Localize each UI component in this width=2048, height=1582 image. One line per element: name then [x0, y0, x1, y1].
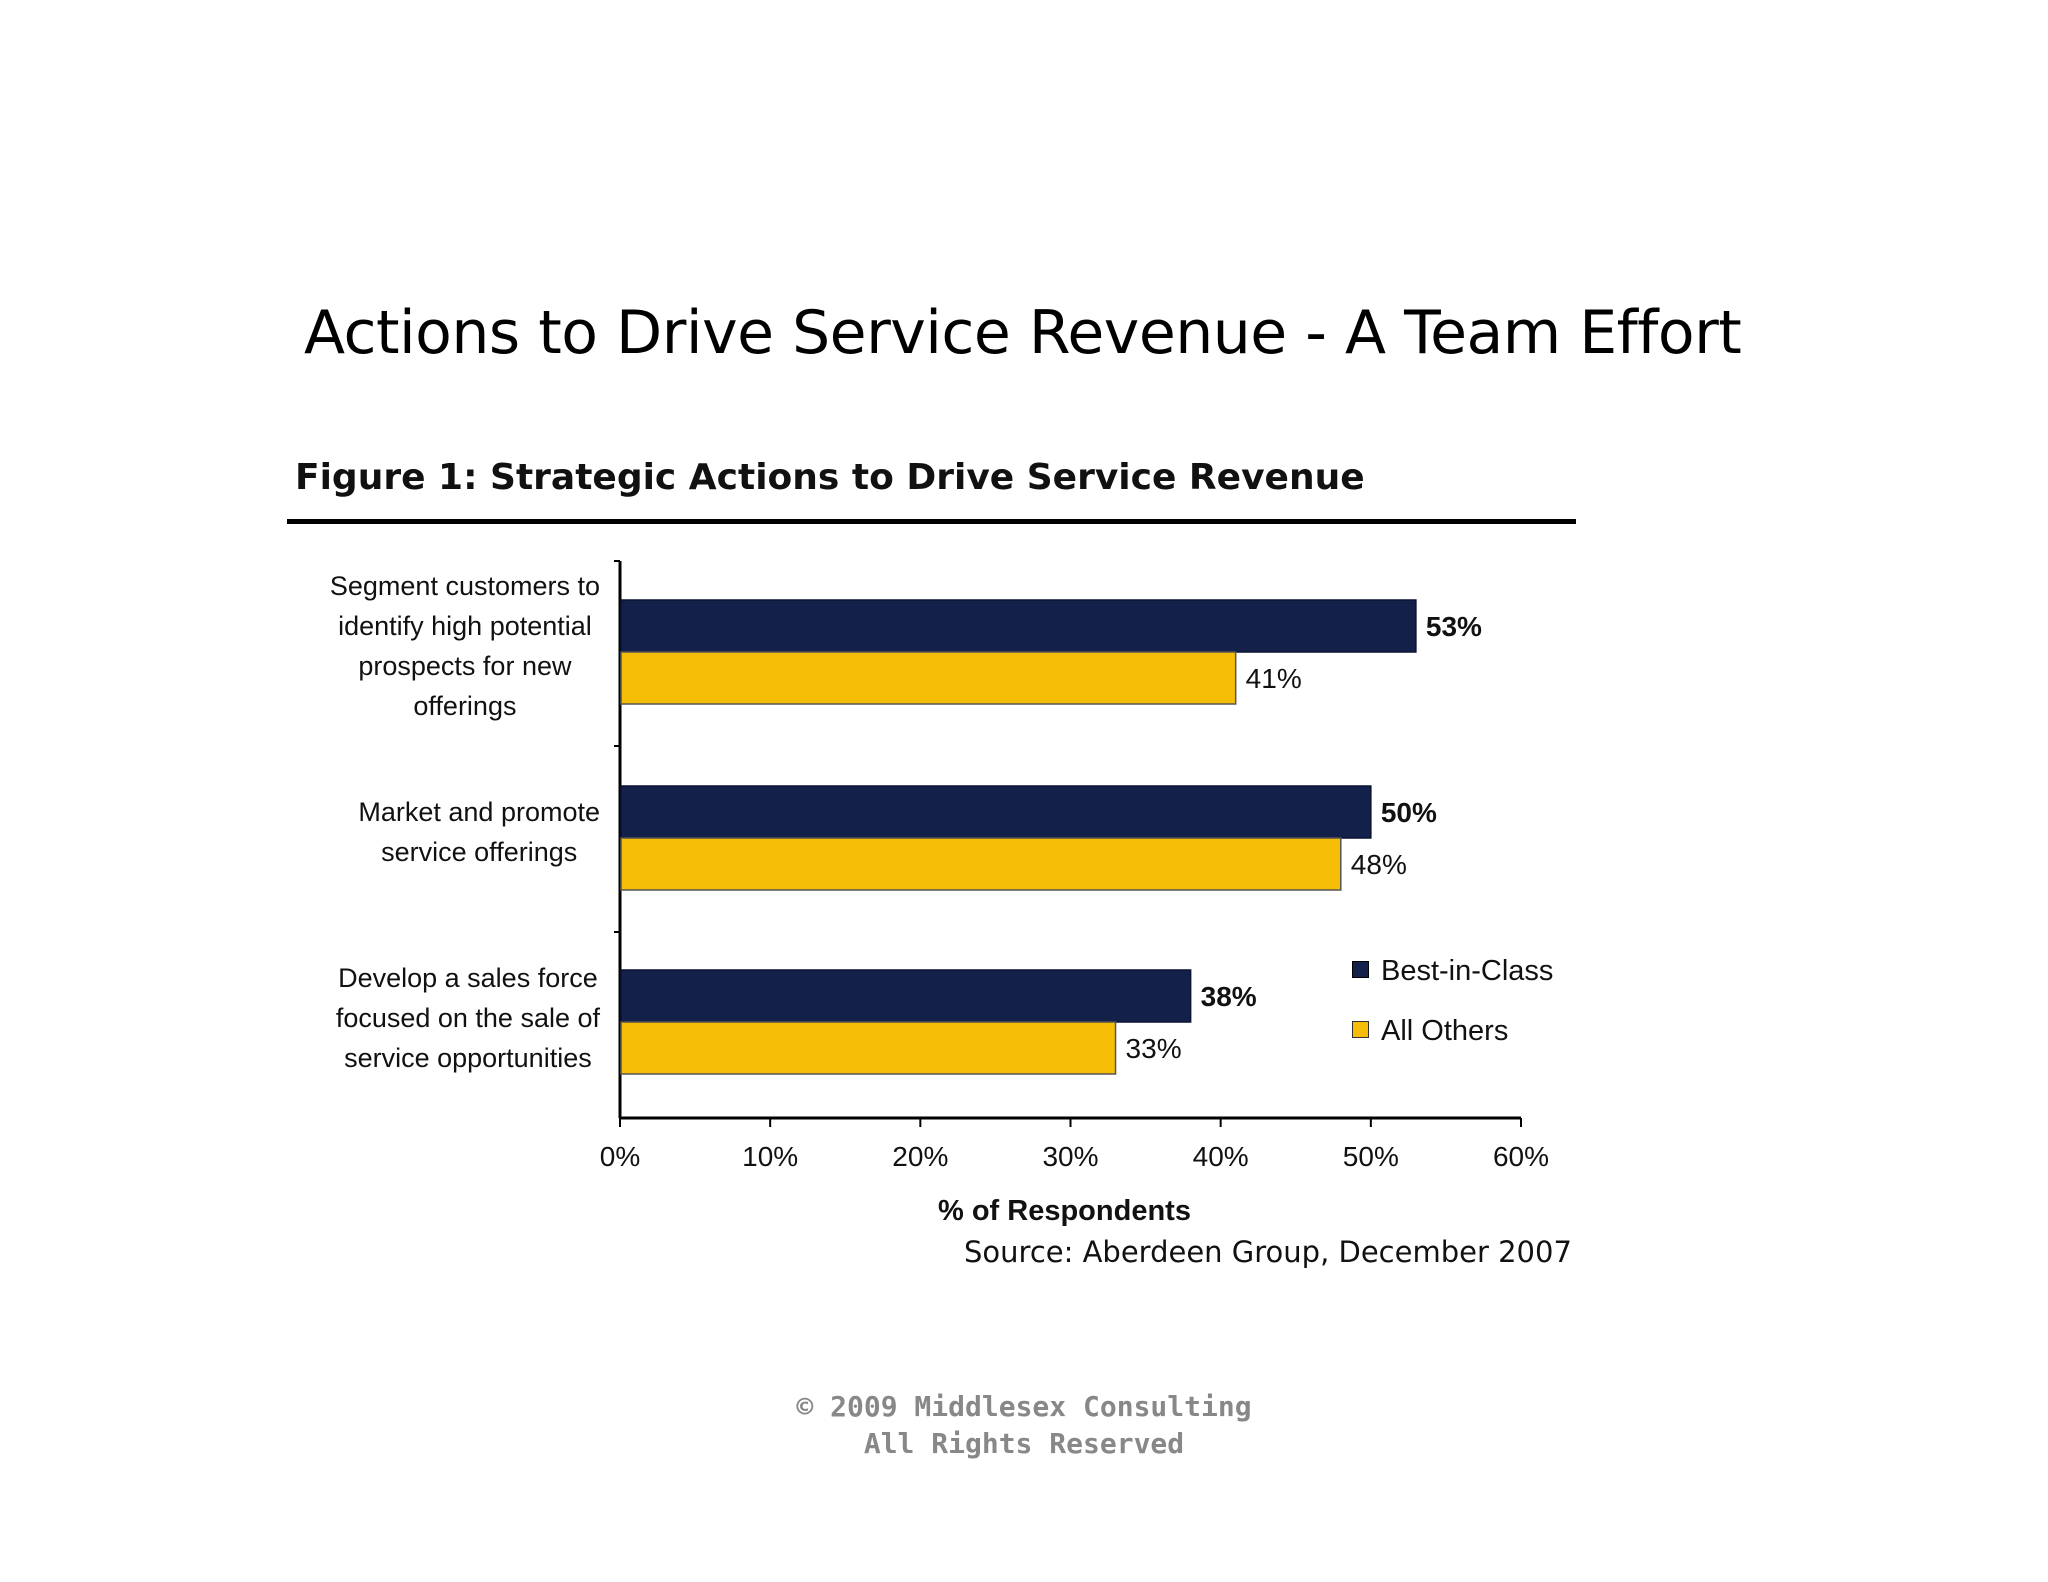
bar-all-others [620, 651, 1237, 705]
legend-best-in-class: Best-in-Class [1352, 955, 1553, 988]
bar-value-label: 50% [1381, 797, 1437, 828]
category-label-segment-customers: Segment customers to identify high poten… [329, 571, 600, 721]
x-tick-label: 10% [742, 1141, 798, 1172]
category-label-develop-sales-force: Develop a sales force focused on the sal… [335, 963, 600, 1073]
bar-all-others [620, 1021, 1117, 1075]
source-note: Source: Aberdeen Group, December 2007 [964, 1235, 1572, 1269]
legend-swatch-all-others [1352, 1020, 1369, 1038]
x-tick-label: 60% [1493, 1141, 1549, 1172]
x-axis-title: % of Respondents [938, 1195, 1191, 1227]
bar-value-label: 41% [1246, 663, 1302, 694]
x-tick-label: 50% [1343, 1141, 1399, 1172]
category-label-market-promote: Market and promote service offerings [358, 797, 600, 867]
legend-label-best-in-class: Best-in-Class [1381, 955, 1554, 987]
bar-value-label: 48% [1351, 849, 1407, 880]
copyright-line-1: © 2009 Middlesex Consulting [796, 1390, 1252, 1423]
legend-swatch-best-in-class [1352, 960, 1369, 978]
bar-best-in-class [620, 599, 1417, 653]
figure-title: Figure 1: Strategic Actions to Drive Ser… [295, 457, 1365, 498]
x-tick-label: 0% [600, 1141, 640, 1172]
bar-value-label: 33% [1126, 1033, 1182, 1064]
bar-best-in-class [620, 969, 1192, 1023]
bar-value-label: 38% [1201, 981, 1257, 1012]
x-tick-label: 30% [1042, 1141, 1098, 1172]
bar-value-label: 53% [1426, 611, 1482, 642]
legend-all-others: All Others [1352, 1015, 1508, 1048]
bar-best-in-class [620, 785, 1372, 839]
x-tick-label: 40% [1193, 1141, 1249, 1172]
x-tick-label: 20% [892, 1141, 948, 1172]
slide-title: Actions to Drive Service Revenue - A Tea… [304, 298, 1742, 368]
figure-title-divider [287, 519, 1576, 524]
legend-label-all-others: All Others [1381, 1015, 1509, 1047]
copyright-line-2: All Rights Reserved [863, 1427, 1185, 1460]
bar-all-others [620, 837, 1342, 891]
